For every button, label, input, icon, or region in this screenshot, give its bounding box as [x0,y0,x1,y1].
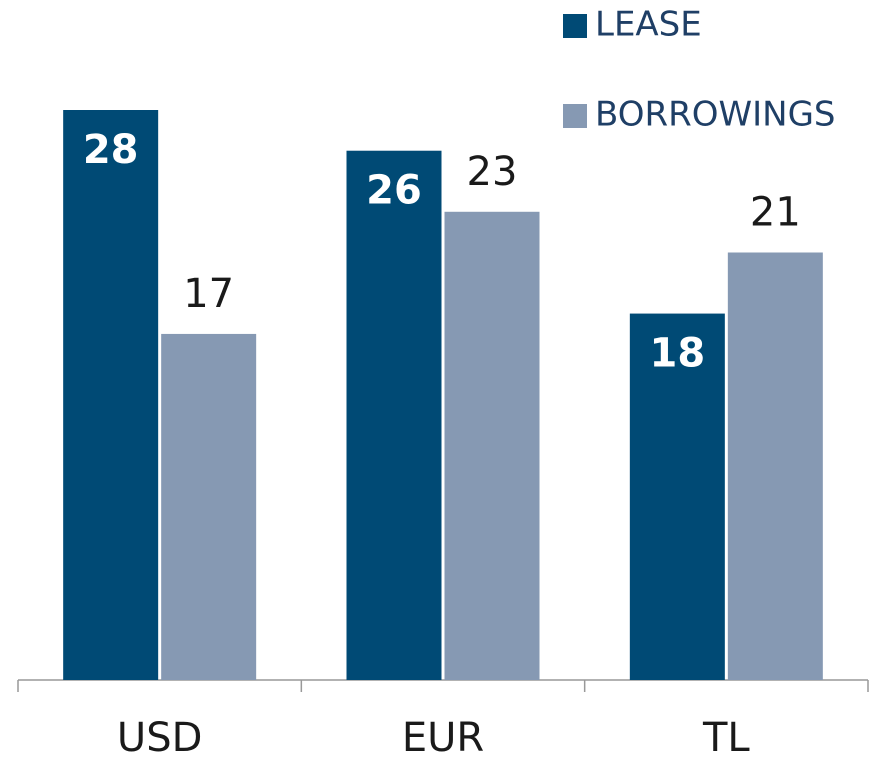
value-label: 17 [183,271,234,317]
x-tick-label: EUR [402,715,484,760]
legend-swatch [563,14,587,38]
bar [444,211,540,681]
value-label: 23 [467,149,518,195]
bar [629,313,725,680]
value-label: 21 [750,190,801,236]
legend-label: BORROWINGS [595,95,836,135]
legend-label: LEASE [595,5,702,45]
bar [63,110,159,680]
legend-swatch [563,104,587,128]
bar [727,252,823,680]
bar [161,333,257,680]
value-label: 18 [649,331,705,377]
x-tick-label: USD [117,715,202,760]
value-label: 26 [366,168,422,214]
x-tick-label: TL [702,715,750,760]
value-label: 28 [83,127,139,173]
bar [346,150,442,680]
